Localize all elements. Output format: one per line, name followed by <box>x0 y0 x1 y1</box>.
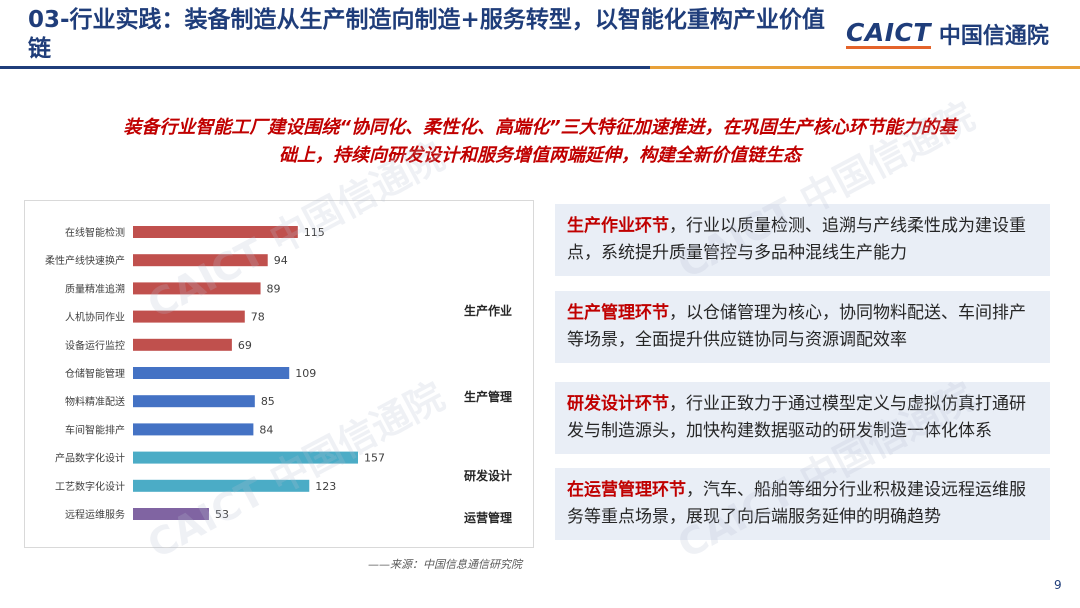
title-divider <box>0 66 650 69</box>
page-title: 03-行业实践：装备制造从生产制造向制造+服务转型，以智能化重构产业价值链 <box>28 7 825 62</box>
card-highlight: 在运营管理环节 <box>567 480 686 500</box>
value-label: 157 <box>364 452 385 465</box>
value-label: 109 <box>295 367 316 380</box>
category-label: 柔性产线快速换产 <box>45 254 125 267</box>
group-label: 生产作业 <box>464 303 512 318</box>
value-label: 89 <box>267 282 281 295</box>
value-label: 84 <box>259 423 273 436</box>
card-highlight: 生产作业环节 <box>567 216 669 236</box>
value-label: 123 <box>315 480 336 493</box>
bar <box>133 479 310 492</box>
category-label: 人机协同作业 <box>65 311 125 324</box>
bar <box>133 451 358 464</box>
insight-card-production-operation: 生产作业环节，行业以质量检测、追溯与产线柔性成为建设重点，系统提升质量管控与多品… <box>555 204 1050 276</box>
bar <box>133 254 268 267</box>
logo-text-cn: 中国信通院 <box>938 24 1049 49</box>
card-body: ，汽车、船舶等细分行业积极建设远程运维服务等重点场景，展现了向后端服务延伸的明确… <box>567 480 1026 527</box>
category-label: 车间智能排产 <box>65 423 125 436</box>
bar <box>133 508 209 520</box>
value-label: 69 <box>238 339 252 352</box>
bar <box>133 226 298 238</box>
category-label: 在线智能检测 <box>65 226 125 239</box>
value-label: 53 <box>215 508 229 521</box>
card-highlight: 研发设计环节 <box>567 394 669 414</box>
bar-chart: 在线智能检测 115 柔性产线快速换产 94 质量精准追溯 89 人机协同作业 78 设备运行监… <box>24 200 534 548</box>
value-label: 85 <box>261 395 275 408</box>
caict-logo: CAICT 中国信通院 <box>846 16 1049 52</box>
bar <box>133 310 245 323</box>
category-label: 质量精准追溯 <box>65 282 125 295</box>
card-body: ，以仓储管理为核心，协同物料配送、车间排产等场景，全面提升供应链协同与资源调配效… <box>567 303 1026 350</box>
summary-statement: 装备行业智能工厂建设围绕“协同化、柔性化、高端化”三大特征加速推进，在巩固生产核… <box>40 114 1040 170</box>
bar-chart-svg: 在线智能检测 115 柔性产线快速换产 94 质量精准追溯 89 人机协同作业 78 设备运行监… <box>45 226 512 525</box>
value-label: 115 <box>304 226 325 239</box>
bar <box>133 395 255 408</box>
page-number: 9 <box>1054 578 1062 592</box>
card-highlight: 生产管理环节 <box>567 303 669 323</box>
chart-source: ——来源：中国信息通信研究院 <box>368 558 522 571</box>
value-label: 94 <box>274 254 288 267</box>
group-label: 运营管理 <box>464 510 512 525</box>
category-label: 工艺数字化设计 <box>55 480 125 493</box>
bar <box>133 282 261 295</box>
category-label: 远程运维服务 <box>65 508 125 521</box>
category-label: 设备运行监控 <box>65 339 125 352</box>
insight-card-operation-management: 在运营管理环节，汽车、船舶等细分行业积极建设远程运维服务等重点场景，展现了向后端… <box>555 468 1050 540</box>
group-label: 研发设计 <box>464 468 512 483</box>
insight-card-production-management: 生产管理环节，以仓储管理为核心，协同物料配送、车间排产等场景，全面提升供应链协同… <box>555 291 1050 363</box>
summary-line-2: 础上，持续向研发设计和服务增值两端延伸，构建全新价值链生态 <box>279 145 801 166</box>
summary-line-1: 装备行业智能工厂建设围绕“协同化、柔性化、高端化”三大特征加速推进，在巩固生产核… <box>123 117 957 138</box>
logo-text-en: CAICT <box>846 17 931 49</box>
category-label: 物料精准配送 <box>65 395 125 408</box>
category-label: 仓储智能管理 <box>65 367 125 380</box>
group-label: 生产管理 <box>464 389 512 404</box>
insight-card-rd-design: 研发设计环节，行业正致力于通过模型定义与虚拟仿真打通研发与制造源头，加快构建数据… <box>555 382 1050 454</box>
card-body: ，行业正致力于通过模型定义与虚拟仿真打通研发与制造源头，加快构建数据驱动的研发制… <box>567 394 1026 441</box>
card-body: ，行业以质量检测、追溯与产线柔性成为建设重点，系统提升质量管控与多品种混线生产能… <box>567 216 1026 263</box>
value-label: 78 <box>251 311 265 324</box>
category-label: 产品数字化设计 <box>55 452 125 465</box>
title-divider-accent <box>650 66 1080 69</box>
bar <box>133 423 254 436</box>
bar <box>133 367 290 379</box>
bar <box>133 338 232 351</box>
